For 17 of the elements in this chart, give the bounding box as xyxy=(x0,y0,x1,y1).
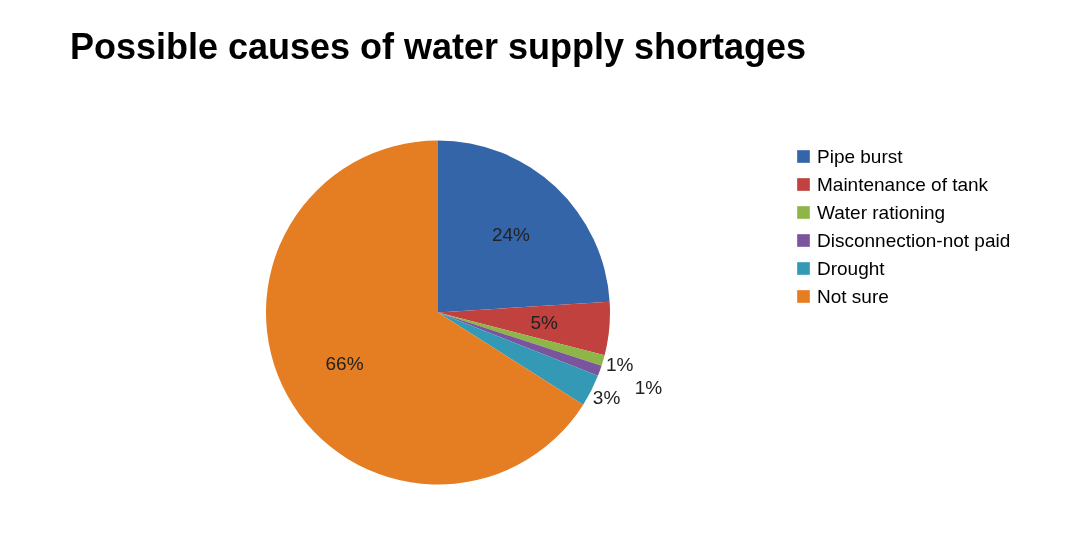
legend-label: Disconnection-not paid xyxy=(817,229,1011,251)
data-label: 1% xyxy=(605,354,634,376)
data-label: 24% xyxy=(491,223,531,245)
legend-label: Maintenance of tank xyxy=(817,173,989,195)
pie-slice xyxy=(438,312,605,366)
data-label: 3% xyxy=(592,387,621,409)
data-label: 1% xyxy=(634,377,663,399)
legend-label: Drought xyxy=(817,257,886,279)
pie-slice xyxy=(438,140,610,313)
pie-slice xyxy=(438,301,610,356)
pie-slice xyxy=(266,140,584,485)
data-label: 66% xyxy=(325,352,364,374)
data-label: 5% xyxy=(530,311,558,333)
legend-label: Water rationing xyxy=(817,201,946,223)
chart-title: Possible causes of water supply shortages xyxy=(69,26,807,67)
legend-label: Pipe burst xyxy=(817,145,904,167)
legend-label: Not sure xyxy=(817,285,889,307)
